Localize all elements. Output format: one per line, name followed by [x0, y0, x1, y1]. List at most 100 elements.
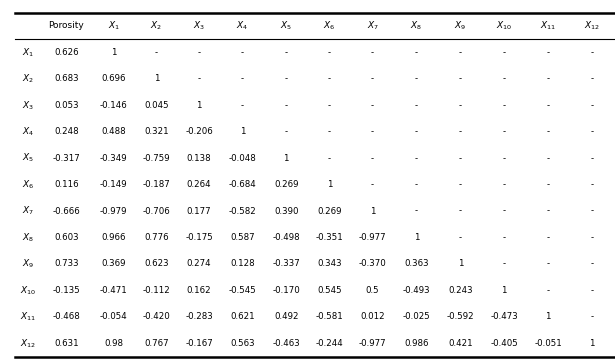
Text: -0.405: -0.405: [490, 339, 518, 348]
Text: $X_{10}$: $X_{10}$: [496, 20, 512, 32]
Text: 0.128: 0.128: [230, 260, 255, 269]
Text: -: -: [328, 153, 331, 163]
Text: $X_4$: $X_4$: [236, 20, 248, 32]
Text: -: -: [547, 207, 550, 216]
Text: 0.177: 0.177: [187, 207, 212, 216]
Text: $X_{10}$: $X_{10}$: [20, 284, 36, 297]
Text: -0.473: -0.473: [490, 312, 518, 321]
Text: 0.162: 0.162: [187, 286, 212, 295]
Text: 0.248: 0.248: [54, 127, 79, 136]
Text: -: -: [590, 207, 593, 216]
Text: 1: 1: [111, 48, 116, 57]
Text: -0.349: -0.349: [100, 153, 127, 163]
Text: -: -: [415, 48, 418, 57]
Text: -: -: [459, 153, 462, 163]
Text: -: -: [459, 48, 462, 57]
Text: -: -: [459, 74, 462, 83]
Text: -: -: [547, 286, 550, 295]
Text: -: -: [590, 153, 593, 163]
Text: -: -: [371, 101, 374, 110]
Text: -0.149: -0.149: [100, 180, 127, 189]
Text: -: -: [590, 127, 593, 136]
Text: $X_3$: $X_3$: [22, 99, 34, 111]
Text: -: -: [502, 101, 506, 110]
Text: 1: 1: [154, 74, 159, 83]
Text: 0.269: 0.269: [317, 207, 342, 216]
Text: -0.283: -0.283: [185, 312, 213, 321]
Text: 1: 1: [414, 233, 419, 242]
Text: -: -: [371, 180, 374, 189]
Text: -: -: [328, 48, 331, 57]
Text: $X_{11}$: $X_{11}$: [20, 311, 36, 323]
Text: $X_2$: $X_2$: [151, 20, 162, 32]
Text: -0.048: -0.048: [228, 153, 256, 163]
Text: -0.666: -0.666: [52, 207, 80, 216]
Text: -: -: [547, 180, 550, 189]
Text: -: -: [590, 101, 593, 110]
Text: $X_1$: $X_1$: [22, 46, 34, 59]
Text: 0.492: 0.492: [274, 312, 298, 321]
Text: -0.051: -0.051: [534, 339, 562, 348]
Text: 0.012: 0.012: [360, 312, 385, 321]
Text: -: -: [285, 74, 288, 83]
Text: $X_1$: $X_1$: [108, 20, 120, 32]
Text: -: -: [590, 233, 593, 242]
Text: -: -: [328, 127, 331, 136]
Text: -: -: [590, 312, 593, 321]
Text: -: -: [240, 101, 244, 110]
Text: $X_9$: $X_9$: [22, 258, 34, 270]
Text: 0.138: 0.138: [187, 153, 212, 163]
Text: -0.493: -0.493: [403, 286, 430, 295]
Text: 0.603: 0.603: [54, 233, 79, 242]
Text: $X_3$: $X_3$: [193, 20, 205, 32]
Text: -: -: [547, 260, 550, 269]
Text: -0.112: -0.112: [143, 286, 170, 295]
Text: -: -: [459, 180, 462, 189]
Text: -: -: [502, 48, 506, 57]
Text: -0.206: -0.206: [185, 127, 213, 136]
Text: 0.243: 0.243: [448, 286, 473, 295]
Text: -: -: [590, 74, 593, 83]
Text: -0.135: -0.135: [52, 286, 80, 295]
Text: 0.733: 0.733: [54, 260, 79, 269]
Text: 0.98: 0.98: [104, 339, 123, 348]
Text: -: -: [547, 101, 550, 110]
Text: 0.264: 0.264: [187, 180, 212, 189]
Text: $X_{11}$: $X_{11}$: [540, 20, 556, 32]
Text: 0.321: 0.321: [144, 127, 169, 136]
Text: -0.167: -0.167: [185, 339, 213, 348]
Text: -0.545: -0.545: [228, 286, 256, 295]
Text: $X_6$: $X_6$: [323, 20, 336, 32]
Text: 0.631: 0.631: [54, 339, 79, 348]
Text: -0.979: -0.979: [100, 207, 127, 216]
Text: -: -: [240, 74, 244, 83]
Text: -: -: [415, 127, 418, 136]
Text: -0.463: -0.463: [272, 339, 300, 348]
Text: -: -: [328, 74, 331, 83]
Text: -: -: [197, 48, 200, 57]
Text: -: -: [590, 180, 593, 189]
Text: -: -: [371, 127, 374, 136]
Text: -0.244: -0.244: [315, 339, 343, 348]
Text: -: -: [285, 127, 288, 136]
Text: 0.488: 0.488: [101, 127, 126, 136]
Text: 1: 1: [327, 180, 332, 189]
Text: -: -: [590, 48, 593, 57]
Text: 0.966: 0.966: [101, 233, 126, 242]
Text: -: -: [459, 233, 462, 242]
Text: -0.187: -0.187: [143, 180, 170, 189]
Text: -0.317: -0.317: [52, 153, 80, 163]
Text: -: -: [502, 207, 506, 216]
Text: -0.684: -0.684: [228, 180, 256, 189]
Text: 0.587: 0.587: [230, 233, 255, 242]
Text: -0.498: -0.498: [272, 233, 300, 242]
Text: 0.623: 0.623: [144, 260, 169, 269]
Text: 0.545: 0.545: [317, 286, 342, 295]
Text: -: -: [502, 127, 506, 136]
Text: -: -: [371, 153, 374, 163]
Text: -: -: [415, 180, 418, 189]
Text: 1: 1: [239, 127, 245, 136]
Text: $X_6$: $X_6$: [22, 178, 34, 191]
Text: -0.977: -0.977: [359, 339, 386, 348]
Text: -: -: [459, 127, 462, 136]
